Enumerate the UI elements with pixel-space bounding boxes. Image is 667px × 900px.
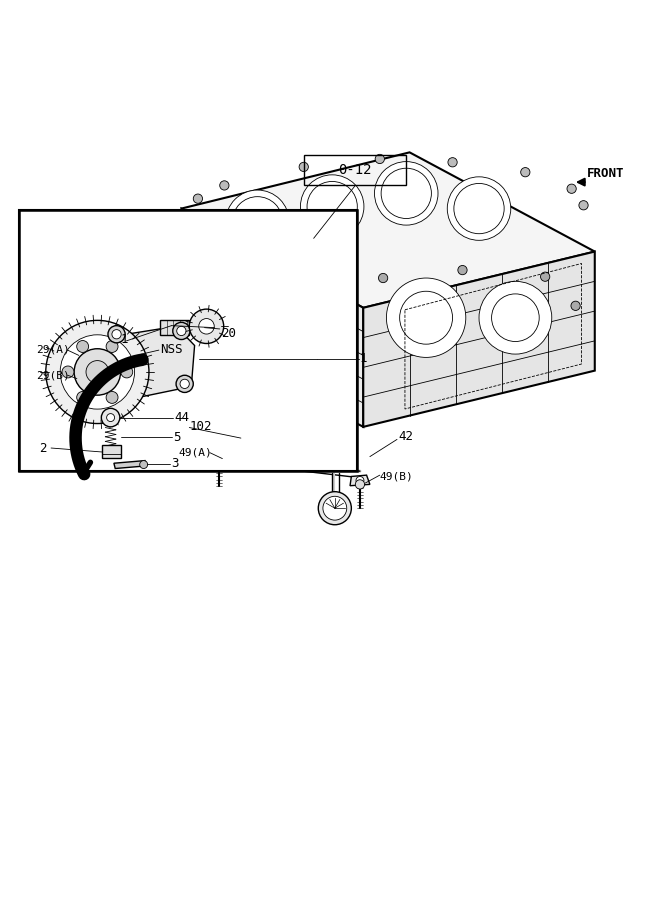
Circle shape <box>173 322 190 339</box>
Circle shape <box>225 190 289 254</box>
Circle shape <box>106 392 118 403</box>
Circle shape <box>300 175 364 238</box>
Circle shape <box>101 346 113 358</box>
Text: 20: 20 <box>221 327 236 340</box>
Circle shape <box>77 392 89 403</box>
Circle shape <box>375 154 384 164</box>
Circle shape <box>448 176 511 240</box>
Circle shape <box>356 480 365 489</box>
Text: 49(B): 49(B) <box>380 472 414 482</box>
Circle shape <box>400 292 453 344</box>
Circle shape <box>571 302 580 310</box>
Polygon shape <box>181 209 364 427</box>
Bar <box>19 210 357 472</box>
Circle shape <box>521 167 530 176</box>
Polygon shape <box>111 327 195 399</box>
Circle shape <box>62 366 74 378</box>
Circle shape <box>318 491 352 525</box>
Circle shape <box>241 436 250 445</box>
Circle shape <box>299 162 308 172</box>
Polygon shape <box>114 461 146 469</box>
Circle shape <box>540 272 550 282</box>
Circle shape <box>139 461 147 469</box>
Bar <box>55 378 71 384</box>
Circle shape <box>567 184 576 194</box>
Circle shape <box>152 375 164 387</box>
Circle shape <box>176 375 193 392</box>
Polygon shape <box>364 252 595 427</box>
Text: 102: 102 <box>189 420 212 433</box>
Circle shape <box>356 476 364 484</box>
Circle shape <box>101 409 120 427</box>
Text: 49(A): 49(A) <box>178 447 212 457</box>
Text: FRONT: FRONT <box>587 167 625 180</box>
Text: 29(A): 29(A) <box>36 345 69 355</box>
Circle shape <box>374 162 438 225</box>
Polygon shape <box>212 451 261 469</box>
Circle shape <box>458 266 467 274</box>
Circle shape <box>323 496 347 520</box>
Circle shape <box>492 294 539 341</box>
Circle shape <box>219 181 229 190</box>
Bar <box>102 446 121 458</box>
Circle shape <box>217 272 264 318</box>
Text: 0-12: 0-12 <box>338 163 372 177</box>
Text: 42: 42 <box>398 430 414 444</box>
Circle shape <box>143 340 155 352</box>
Circle shape <box>112 329 121 339</box>
Circle shape <box>199 319 214 334</box>
Text: 2: 2 <box>39 442 47 454</box>
Circle shape <box>86 361 109 383</box>
Text: 29(B): 29(B) <box>36 370 69 381</box>
Circle shape <box>180 379 189 389</box>
Circle shape <box>109 348 148 388</box>
Circle shape <box>307 182 358 231</box>
Circle shape <box>108 326 125 343</box>
Circle shape <box>189 309 223 344</box>
Bar <box>19 210 357 472</box>
Circle shape <box>378 274 388 283</box>
Circle shape <box>117 357 139 379</box>
Text: 3: 3 <box>171 456 179 470</box>
Text: 5: 5 <box>173 431 181 444</box>
Circle shape <box>177 327 186 336</box>
Circle shape <box>448 158 457 166</box>
Circle shape <box>231 454 243 466</box>
Circle shape <box>193 194 203 203</box>
Polygon shape <box>181 152 595 308</box>
Circle shape <box>77 340 89 353</box>
Polygon shape <box>160 320 189 335</box>
Circle shape <box>579 201 588 210</box>
Bar <box>59 358 75 364</box>
Circle shape <box>207 260 275 329</box>
Circle shape <box>386 278 466 357</box>
Circle shape <box>291 298 323 331</box>
Circle shape <box>237 432 253 448</box>
Circle shape <box>232 197 283 247</box>
Circle shape <box>60 335 135 410</box>
Text: 1: 1 <box>360 352 368 365</box>
Circle shape <box>454 184 504 234</box>
Circle shape <box>107 414 115 421</box>
Circle shape <box>121 366 133 378</box>
Polygon shape <box>101 343 167 391</box>
Circle shape <box>281 288 334 341</box>
Circle shape <box>479 282 552 354</box>
Text: NSS: NSS <box>160 343 183 356</box>
Bar <box>303 155 406 185</box>
Circle shape <box>381 168 432 219</box>
Circle shape <box>106 340 118 353</box>
Text: 44: 44 <box>175 411 189 424</box>
Circle shape <box>215 464 223 472</box>
Polygon shape <box>350 475 370 486</box>
Text: 1: 1 <box>121 333 128 346</box>
Circle shape <box>46 320 149 424</box>
Circle shape <box>74 348 121 395</box>
